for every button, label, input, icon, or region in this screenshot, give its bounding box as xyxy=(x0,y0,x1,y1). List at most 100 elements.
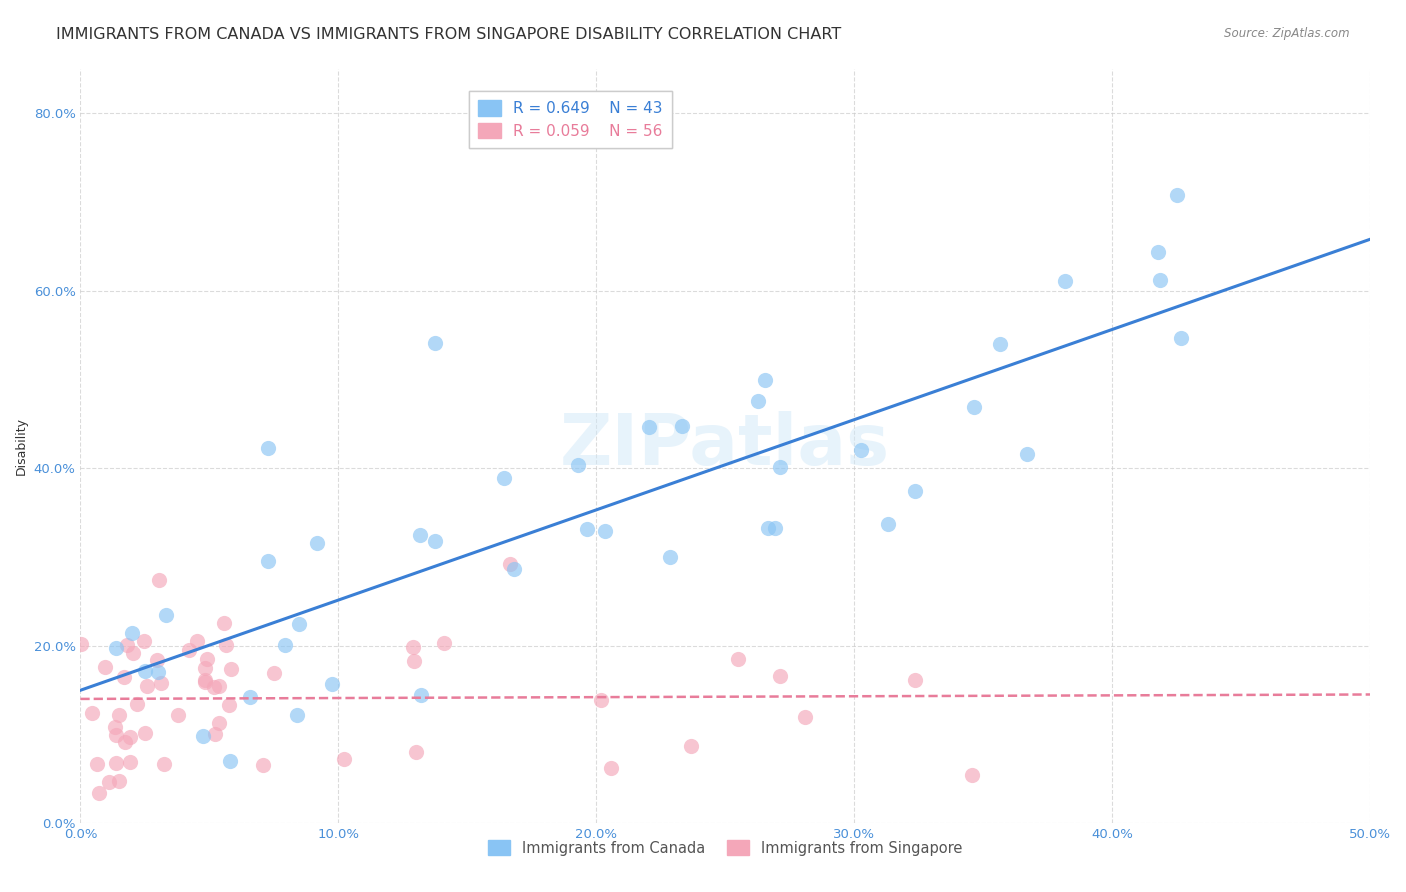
Point xyxy=(962,767,984,781)
Point xyxy=(423,335,446,350)
Point xyxy=(219,754,242,768)
Point xyxy=(252,757,274,772)
Point xyxy=(105,641,128,656)
Point xyxy=(148,665,170,679)
Legend: R = 0.649    N = 43, R = 0.059    N = 56: R = 0.649 N = 43, R = 0.059 N = 56 xyxy=(470,91,672,148)
Point xyxy=(321,677,343,691)
Point xyxy=(494,471,516,485)
Point xyxy=(118,730,141,744)
Point xyxy=(1166,188,1188,202)
Point xyxy=(239,690,262,704)
Point xyxy=(567,458,589,472)
Point xyxy=(104,756,127,771)
Point xyxy=(502,562,524,576)
Point xyxy=(681,739,703,754)
Point xyxy=(149,675,172,690)
Point xyxy=(204,727,226,741)
Point xyxy=(194,674,217,689)
Point xyxy=(167,707,190,722)
Point xyxy=(409,688,432,702)
Text: IMMIGRANTS FROM CANADA VS IMMIGRANTS FROM SINGAPORE DISABILITY CORRELATION CHART: IMMIGRANTS FROM CANADA VS IMMIGRANTS FRO… xyxy=(56,27,841,42)
Point xyxy=(214,616,236,631)
Point xyxy=(756,521,779,535)
Point xyxy=(1170,331,1192,345)
Point xyxy=(288,617,311,632)
Point xyxy=(98,774,121,789)
Point xyxy=(108,774,131,789)
Point xyxy=(754,373,776,387)
Point xyxy=(423,534,446,549)
Point xyxy=(576,522,599,536)
Point xyxy=(307,536,329,550)
Point xyxy=(148,573,170,587)
Point xyxy=(104,720,127,734)
Point xyxy=(202,680,225,694)
Point xyxy=(155,608,177,623)
Text: Source: ZipAtlas.com: Source: ZipAtlas.com xyxy=(1225,27,1350,40)
Point xyxy=(1149,273,1171,287)
Point xyxy=(218,698,240,712)
Point xyxy=(600,761,623,775)
Point xyxy=(404,654,426,668)
Point xyxy=(70,637,93,651)
Point xyxy=(793,710,815,724)
Point xyxy=(285,708,308,723)
Point xyxy=(405,745,427,759)
Point xyxy=(988,337,1011,351)
Point xyxy=(727,651,749,665)
Point xyxy=(903,673,925,687)
Point xyxy=(1147,245,1170,260)
Point xyxy=(659,550,682,565)
Point xyxy=(135,679,157,693)
Point xyxy=(208,716,231,731)
Point xyxy=(186,633,208,648)
Point xyxy=(769,669,792,683)
Point xyxy=(114,735,136,749)
Point xyxy=(671,418,693,433)
Y-axis label: Disability: Disability xyxy=(15,417,28,475)
Point xyxy=(215,638,238,652)
Point xyxy=(125,697,148,711)
Point xyxy=(402,640,425,654)
Point xyxy=(194,661,217,675)
Point xyxy=(179,643,201,657)
Point xyxy=(207,679,229,693)
Point xyxy=(593,524,616,538)
Point xyxy=(763,520,786,534)
Point xyxy=(769,459,792,474)
Point xyxy=(849,442,872,457)
Point xyxy=(963,401,986,415)
Point xyxy=(219,662,242,676)
Point xyxy=(409,527,432,541)
Point xyxy=(115,639,138,653)
Text: ZIPatlas: ZIPatlas xyxy=(560,411,890,481)
Point xyxy=(1054,274,1077,288)
Point xyxy=(134,664,156,678)
Point xyxy=(120,756,142,770)
Point xyxy=(86,756,108,771)
Point xyxy=(153,757,176,772)
Point xyxy=(87,786,110,800)
Point xyxy=(132,634,155,648)
Point xyxy=(1017,447,1039,461)
Point xyxy=(257,442,280,456)
Point xyxy=(591,693,613,707)
Point xyxy=(134,726,156,740)
Point xyxy=(194,673,217,687)
Point xyxy=(903,483,925,498)
Point xyxy=(263,665,285,680)
Point xyxy=(82,706,104,720)
Point xyxy=(499,557,522,571)
Point xyxy=(273,638,295,652)
Point xyxy=(191,729,214,743)
Point xyxy=(114,670,136,684)
Point xyxy=(146,653,169,667)
Point xyxy=(257,554,280,568)
Point xyxy=(876,516,898,531)
Point xyxy=(747,393,769,408)
Point xyxy=(108,708,131,723)
Point xyxy=(121,646,143,660)
Point xyxy=(104,728,127,742)
Point xyxy=(332,751,354,765)
Point xyxy=(94,660,117,674)
